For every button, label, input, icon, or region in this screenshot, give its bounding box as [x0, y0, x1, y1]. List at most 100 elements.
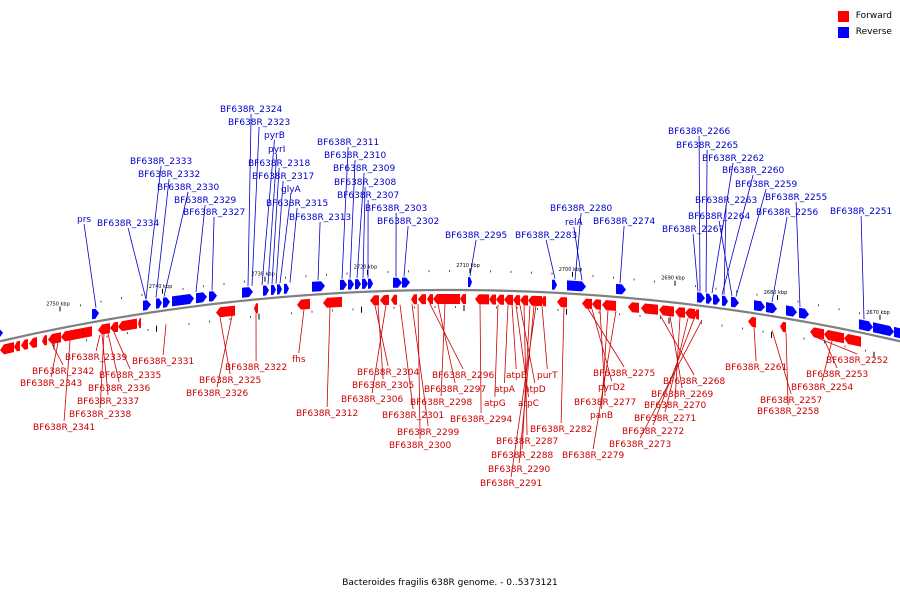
gene-arrow — [520, 295, 528, 306]
gene-label: prs — [77, 215, 91, 225]
leader-line — [698, 135, 701, 292]
tick-label: 2700 kbp — [559, 267, 583, 273]
gene-label: BF638R_2269 — [651, 390, 713, 400]
leader-line — [211, 216, 215, 291]
gene-arrow — [418, 294, 426, 305]
leader-line — [573, 226, 583, 281]
gene-label: BF638R_2288 — [491, 451, 553, 461]
gene-arrow — [582, 298, 592, 309]
tick-label: 2720 kbp — [354, 265, 378, 271]
gene-arrow — [475, 294, 489, 305]
leader-line — [101, 334, 109, 396]
gene-label: BF638R_2337 — [77, 397, 139, 407]
gene-label: BF638R_2295 — [445, 231, 507, 241]
gene-arrow — [0, 329, 3, 338]
gene-label: BF638R_2257 — [760, 396, 822, 406]
leader-line — [523, 305, 528, 436]
gene-label: BF638R_2311 — [317, 138, 379, 148]
leader-line — [95, 334, 101, 352]
leader-line — [504, 304, 509, 384]
gene-arrow — [754, 300, 765, 312]
gene-label: BF638R_2341 — [33, 423, 95, 433]
leader-line — [271, 167, 280, 284]
gene-label: BF638R_2290 — [488, 465, 550, 475]
leader-line — [399, 304, 414, 410]
leader-line — [349, 159, 356, 279]
gene-arrow — [628, 302, 639, 313]
leader-line — [216, 315, 233, 388]
gene-label: BF638R_2260 — [722, 166, 784, 176]
gene-label: panB — [590, 411, 613, 421]
gene-label: BF638R_2310 — [324, 151, 386, 161]
gene-arrow — [297, 298, 310, 310]
gene-label: BF638R_2324 — [220, 105, 282, 115]
gene-arrow — [460, 294, 466, 305]
gene-label: BF638R_2268 — [663, 377, 725, 387]
gene-arrow — [489, 294, 496, 305]
leader-line — [162, 324, 167, 356]
gene-arrow — [277, 284, 282, 295]
gene-label: BF638R_2251 — [830, 207, 892, 217]
gene-label: BF638R_2255 — [765, 193, 827, 203]
gene-arrow — [411, 294, 417, 305]
leader-line — [289, 207, 298, 283]
leader-line — [195, 204, 206, 293]
leader-line — [113, 332, 131, 370]
gene-arrow — [340, 279, 347, 290]
gene-arrow — [355, 279, 361, 290]
tick-label: 2690 kbp — [661, 276, 685, 282]
gene-arrow — [641, 303, 658, 315]
gene-arrow — [118, 318, 137, 332]
leader-line — [669, 316, 683, 389]
gene-label: BF638R_2338 — [69, 410, 131, 420]
gene-arrow — [697, 292, 705, 303]
tick-label: 2680 kbp — [764, 290, 788, 296]
leader-line — [437, 303, 456, 384]
gene-arrow — [557, 297, 567, 308]
gene-arrow — [659, 305, 674, 317]
backbone-arc — [0, 288, 900, 343]
leader-line — [652, 318, 695, 426]
gene-label: BF638R_2271 — [634, 414, 696, 424]
gene-label: BF638R_2296 — [432, 371, 494, 381]
gene-arrow — [504, 294, 513, 305]
gene-arrow — [675, 307, 685, 318]
leader-line — [411, 304, 429, 427]
leader-line — [659, 314, 695, 376]
gene-label: BF638R_2298 — [410, 398, 472, 408]
gene-label: BF638R_2313 — [289, 213, 351, 223]
gene-label: glyA — [281, 185, 302, 195]
gene-label: BF638R_2334 — [97, 219, 159, 229]
gene-label: atpG — [484, 399, 506, 409]
leader-line — [50, 342, 59, 378]
gene-arrow — [592, 299, 601, 310]
leader-line — [735, 188, 767, 297]
leader-line — [251, 126, 260, 286]
gene-arrow — [163, 297, 170, 308]
gene-label: BF638R_2327 — [183, 208, 245, 218]
gene-arrow — [799, 307, 809, 319]
leader-line — [261, 139, 275, 285]
gene-label: BF638R_2283 — [515, 231, 577, 241]
gene-label: BF638R_2253 — [806, 370, 868, 380]
gene-label: atpD — [524, 385, 546, 395]
leader-line — [429, 303, 464, 370]
gene-label: BF638R_2329 — [174, 196, 236, 206]
leader-line — [99, 334, 105, 409]
leader-line — [753, 327, 757, 362]
legend-reverse-swatch — [837, 26, 849, 38]
leader-line — [267, 153, 278, 285]
gene-label: BF638R_2266 — [668, 127, 730, 137]
gene-arrow — [528, 295, 542, 307]
reverse-gene-track — [0, 277, 900, 339]
gene-label: BF638R_2315 — [266, 199, 328, 209]
gene-label: BF638R_2256 — [756, 208, 818, 218]
leader-line — [362, 186, 366, 278]
leader-line — [674, 317, 681, 400]
gene-arrow — [138, 318, 141, 329]
gene-label: BF638R_2305 — [352, 381, 414, 391]
leader-line — [403, 225, 409, 277]
leader-line — [723, 204, 727, 295]
leader-line — [83, 223, 97, 308]
leader-line — [574, 212, 582, 280]
